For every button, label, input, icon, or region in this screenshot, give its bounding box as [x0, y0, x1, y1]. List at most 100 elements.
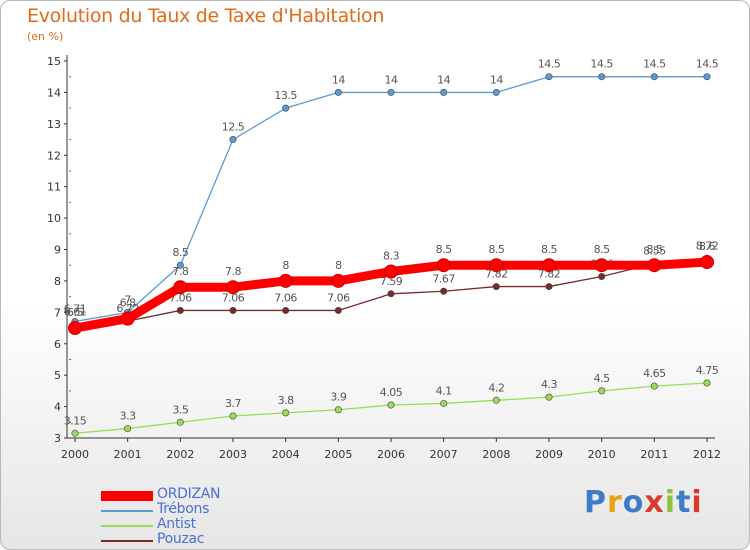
data-label-trbons: 8.5 — [172, 246, 188, 259]
data-label-ordizan: 6.8 — [120, 297, 136, 310]
data-label-pouzac: 7.06 — [327, 291, 350, 304]
data-label-trbons: 14.5 — [643, 58, 666, 71]
legend-swatch-pouzac — [101, 540, 153, 542]
data-point-ordizan — [384, 264, 398, 279]
data-label-antist: 3.15 — [64, 414, 87, 427]
chart-title: Evolution du Taux de Taxe d'Habitation — [27, 5, 385, 27]
data-point-ordizan — [436, 258, 451, 273]
y-tick-label: 15 — [47, 55, 61, 68]
data-label-pouzac: 7.06 — [274, 291, 297, 304]
data-point-antist — [598, 387, 606, 395]
data-label-ordizan: 7.8 — [225, 265, 241, 278]
data-label-pouzac: 7.82 — [485, 268, 508, 281]
chart-unit-label: (en %) — [27, 30, 64, 43]
data-label-ordizan: 8 — [335, 259, 342, 272]
data-label-ordizan: 8.3 — [383, 249, 399, 262]
data-point-ordizan — [226, 280, 240, 295]
data-label-trbons: 14 — [332, 73, 345, 86]
data-point-antist — [387, 401, 395, 409]
data-point-antist — [124, 425, 132, 433]
data-label-ordizan: 8.6 — [699, 240, 715, 253]
legend-swatch-antist — [101, 525, 153, 527]
data-point-pouzac — [176, 306, 184, 314]
data-label-antist: 3.3 — [120, 410, 136, 423]
logo-letter: t — [676, 485, 692, 520]
data-label-antist: 3.7 — [225, 397, 241, 410]
data-label-antist: 4.05 — [380, 386, 403, 399]
data-label-antist: 4.2 — [488, 381, 504, 394]
x-tick-label: 2004 — [272, 448, 300, 461]
data-point-trbons — [440, 88, 448, 96]
y-tick-label: 7 — [54, 306, 61, 319]
logo-letter: i — [664, 485, 677, 520]
x-tick-label: 2000 — [61, 448, 89, 461]
data-point-antist — [71, 429, 79, 437]
data-label-antist: 4.5 — [594, 372, 610, 385]
data-point-ordizan — [120, 311, 135, 326]
data-point-pouzac — [334, 306, 342, 314]
legend-label-antist: Antist — [157, 516, 196, 532]
data-point-pouzac — [598, 273, 606, 281]
data-label-ordizan: 8.5 — [488, 243, 504, 256]
data-label-antist: 3.5 — [172, 403, 188, 416]
data-label-trbons: 13.5 — [274, 89, 297, 102]
data-point-trbons — [650, 73, 658, 81]
x-tick-label: 2009 — [535, 448, 563, 461]
data-point-pouzac — [545, 283, 553, 291]
x-tick-label: 2006 — [377, 448, 405, 461]
y-tick-label: 13 — [47, 118, 61, 131]
data-label-trbons: 6.71 — [64, 302, 87, 315]
data-label-ordizan: 8.5 — [436, 243, 452, 256]
data-point-pouzac — [440, 287, 448, 295]
data-point-pouzac — [492, 283, 500, 291]
y-tick-label: 4 — [54, 401, 61, 414]
data-point-antist — [282, 409, 290, 417]
data-point-antist — [176, 418, 184, 426]
x-tick-label: 2008 — [482, 448, 510, 461]
data-point-antist — [334, 406, 342, 414]
x-tick-label: 2010 — [588, 448, 616, 461]
data-label-antist: 3.9 — [330, 391, 346, 404]
data-label-ordizan: 8 — [282, 259, 289, 272]
y-tick-label: 6 — [54, 338, 61, 351]
x-tick-label: 2003 — [219, 448, 247, 461]
data-point-trbons — [229, 136, 237, 144]
data-point-antist — [650, 382, 658, 390]
data-point-antist — [229, 412, 237, 420]
y-tick-label: 14 — [47, 86, 61, 99]
y-tick-label: 12 — [47, 149, 61, 162]
data-label-pouzac: 7.06 — [222, 291, 245, 304]
legend-swatch-trebons — [101, 510, 153, 512]
data-label-trbons: 7 — [124, 293, 131, 306]
data-label-antist: 4.75 — [696, 364, 719, 377]
legend-label-ordizan: ORDIZAN — [157, 486, 221, 502]
data-point-ordizan — [331, 273, 346, 288]
x-tick-label: 2005 — [324, 448, 352, 461]
data-point-ordizan — [594, 258, 609, 273]
data-label-trbons: 12.5 — [222, 121, 245, 134]
x-tick-label: 2001 — [114, 448, 142, 461]
data-label-trbons: 14.5 — [590, 58, 613, 71]
data-point-trbons — [598, 73, 606, 81]
y-tick-label: 5 — [54, 369, 61, 382]
data-label-pouzac: 7.59 — [380, 275, 403, 288]
logo-letter: i — [691, 485, 703, 520]
data-point-ordizan — [542, 258, 556, 273]
data-label-trbons: 14 — [385, 73, 398, 86]
y-tick-label: 8 — [54, 275, 61, 288]
data-label-ordizan: 8.5 — [541, 243, 557, 256]
data-point-antist — [703, 379, 711, 387]
data-point-trbons — [492, 88, 500, 96]
data-label-pouzac: 6.61 — [64, 306, 87, 319]
data-point-trbons — [334, 88, 342, 96]
data-label-pouzac: 7.67 — [432, 272, 455, 285]
data-label-ordizan: 7.8 — [172, 265, 188, 278]
data-point-ordizan — [68, 321, 82, 336]
legend-label-trebons: Trébons — [157, 501, 210, 517]
x-tick-label: 2011 — [640, 448, 668, 461]
data-label-trbons: 14 — [437, 73, 450, 86]
data-label-antist: 4.1 — [436, 384, 452, 397]
legend-label-pouzac: Pouzac — [157, 531, 205, 547]
logo-letter: P — [584, 485, 607, 520]
data-label-pouzac: 7.82 — [538, 268, 561, 281]
